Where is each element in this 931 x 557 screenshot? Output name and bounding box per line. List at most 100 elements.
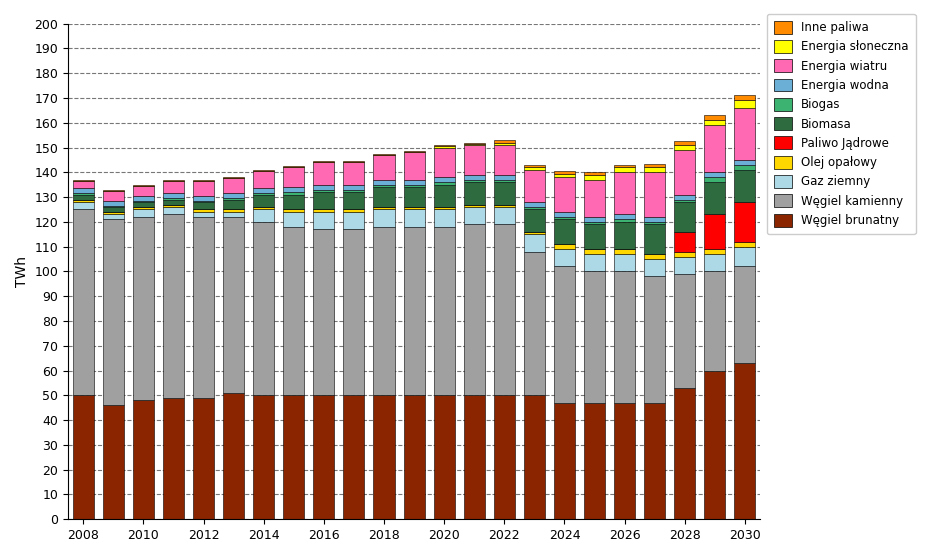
Bar	[493, 204, 515, 207]
Bar	[133, 186, 154, 196]
Bar	[584, 403, 605, 519]
Bar	[193, 181, 214, 196]
Bar	[434, 185, 454, 207]
Bar	[344, 395, 364, 519]
Bar	[464, 143, 485, 144]
Bar	[403, 180, 425, 185]
Bar	[614, 222, 635, 249]
Bar	[464, 207, 485, 224]
Bar	[133, 201, 154, 202]
Bar	[614, 165, 635, 167]
Bar	[584, 180, 605, 217]
Bar	[163, 207, 184, 214]
Bar	[705, 214, 725, 249]
Bar	[253, 395, 275, 519]
Bar	[193, 212, 214, 217]
Bar	[735, 95, 755, 100]
Bar	[133, 209, 154, 217]
Bar	[253, 207, 275, 209]
Bar	[614, 254, 635, 271]
Bar	[705, 177, 725, 182]
Bar	[193, 180, 214, 181]
Bar	[102, 405, 124, 519]
Bar	[102, 201, 124, 206]
Bar	[705, 172, 725, 177]
Bar	[554, 212, 575, 217]
Bar	[644, 217, 666, 222]
Bar	[344, 209, 364, 212]
Y-axis label: TWh: TWh	[15, 256, 29, 287]
Bar	[524, 165, 545, 167]
Bar	[705, 370, 725, 519]
Bar	[524, 207, 545, 209]
Bar	[735, 160, 755, 165]
Bar	[524, 395, 545, 519]
Bar	[102, 207, 124, 212]
Bar	[283, 212, 304, 227]
Bar	[403, 207, 425, 209]
Bar	[584, 222, 605, 224]
Bar	[344, 189, 364, 192]
Bar	[735, 266, 755, 363]
Bar	[163, 204, 184, 207]
Bar	[705, 182, 725, 214]
Bar	[133, 207, 154, 209]
Bar	[73, 180, 94, 181]
Bar	[524, 252, 545, 395]
Bar	[223, 177, 244, 178]
Bar	[314, 212, 334, 229]
Bar	[524, 209, 545, 232]
Bar	[314, 209, 334, 212]
Bar	[253, 194, 275, 207]
Bar	[73, 188, 94, 193]
Bar	[735, 108, 755, 160]
Bar	[554, 177, 575, 212]
Bar	[614, 403, 635, 519]
Bar	[193, 398, 214, 519]
Bar	[223, 209, 244, 212]
Bar	[524, 170, 545, 202]
Bar	[373, 155, 395, 180]
Bar	[283, 194, 304, 209]
Bar	[493, 180, 515, 182]
Bar	[102, 214, 124, 219]
Bar	[403, 209, 425, 227]
Bar	[614, 172, 635, 214]
Bar	[163, 198, 184, 199]
Bar	[133, 202, 154, 207]
Bar	[644, 276, 666, 403]
Bar	[133, 196, 154, 201]
Bar	[223, 198, 244, 199]
Bar	[344, 192, 364, 209]
Bar	[163, 199, 184, 204]
Bar	[163, 181, 184, 193]
Bar	[584, 172, 605, 175]
Bar	[223, 212, 244, 217]
Bar	[644, 167, 666, 172]
Bar	[314, 192, 334, 209]
Bar	[554, 171, 575, 174]
Bar	[493, 207, 515, 224]
Bar	[403, 187, 425, 207]
Bar	[524, 234, 545, 252]
Bar	[193, 201, 214, 202]
Bar	[464, 204, 485, 207]
Bar	[73, 202, 94, 209]
Bar	[163, 398, 184, 519]
Bar	[644, 403, 666, 519]
Bar	[493, 140, 515, 143]
Bar	[493, 182, 515, 204]
Bar	[614, 219, 635, 222]
Bar	[644, 259, 666, 276]
Bar	[223, 178, 244, 193]
Bar	[493, 175, 515, 180]
Bar	[735, 363, 755, 519]
Bar	[373, 207, 395, 209]
Bar	[73, 395, 94, 519]
Bar	[434, 209, 454, 227]
Bar	[705, 271, 725, 370]
Bar	[102, 219, 124, 405]
Bar	[554, 217, 575, 219]
Bar	[283, 209, 304, 212]
Bar	[554, 266, 575, 403]
